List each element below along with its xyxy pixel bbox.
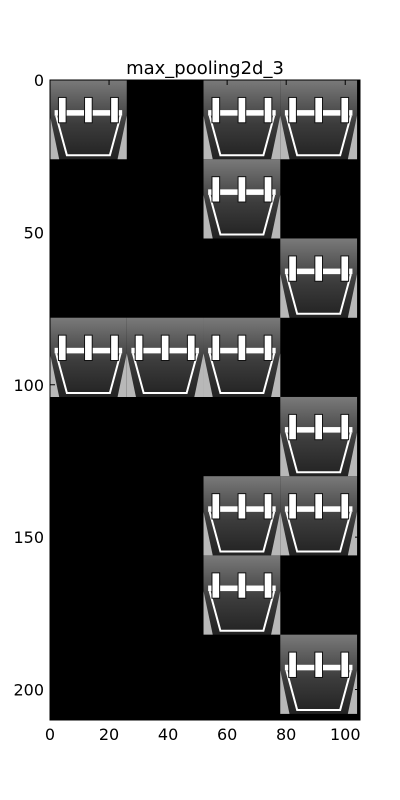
feature-tile <box>50 317 127 397</box>
y-tick-label: 100 <box>13 376 44 395</box>
feature-tile <box>280 80 358 160</box>
x-tick-label: 40 <box>158 725 178 744</box>
x-tick-label: 60 <box>217 725 237 744</box>
y-tick-label: 0 <box>34 71 44 90</box>
feature-tile <box>280 476 358 556</box>
feature-tile <box>203 80 281 160</box>
y-tick-label: 50 <box>24 223 44 242</box>
y-axis: 0 50 100 150 200 <box>13 71 360 700</box>
figure-title: max_pooling2d_3 <box>126 58 284 79</box>
x-tick-label: 100 <box>330 725 361 744</box>
x-tick-label: 0 <box>45 725 55 744</box>
feature-tile <box>280 634 358 714</box>
feature-tile <box>50 80 127 160</box>
y-tick-label: 200 <box>13 681 44 700</box>
feature-tile <box>280 238 358 318</box>
tile-grid <box>50 80 358 714</box>
feature-tile <box>280 396 358 477</box>
plot-frame <box>49 79 361 721</box>
plot-area <box>49 79 361 721</box>
feature-tile <box>203 159 281 239</box>
feature-tile <box>126 317 204 397</box>
feature-tile <box>203 476 281 556</box>
x-tick-label: 80 <box>276 725 296 744</box>
x-axis: 0 20 40 60 80 100 <box>45 80 361 744</box>
x-tick-label: 20 <box>99 725 119 744</box>
y-tick-label: 150 <box>13 528 44 547</box>
feature-tile <box>203 555 281 635</box>
feature-tile <box>203 317 281 397</box>
